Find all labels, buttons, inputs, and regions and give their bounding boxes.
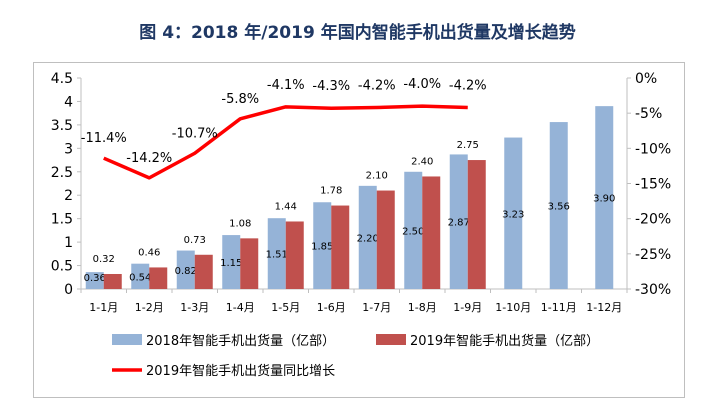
x-tick-label: 1-4月 (226, 301, 255, 314)
bar-2019 (149, 267, 168, 289)
right-tick-label: -30% (635, 282, 671, 298)
growth-label: -11.4% (81, 131, 127, 146)
bar-2018-label: 0.54 (129, 272, 151, 283)
left-tick-label: 2 (64, 188, 73, 204)
x-tick-label: 1-7月 (362, 301, 391, 314)
bar-2018-label: 2.87 (448, 218, 470, 229)
bar-2018-label: 2.50 (402, 226, 424, 237)
bar-2018-label: 3.23 (502, 209, 524, 220)
right-tick-label: -20% (635, 212, 671, 228)
bar-2019-label: 0.46 (138, 247, 160, 258)
growth-label: -5.8% (221, 92, 259, 107)
x-tick-label: 1-2月 (135, 301, 164, 314)
bar-2018 (549, 122, 568, 289)
left-tick-label: 1 (64, 235, 73, 251)
x-tick-label: 1-1月 (89, 301, 118, 314)
bar-2019 (103, 273, 122, 289)
bar-2019 (467, 160, 486, 289)
bar-2019 (194, 254, 213, 289)
bar-2018 (176, 250, 195, 289)
right-tick-label: -5% (635, 106, 662, 122)
bar-2019-label: 2.10 (366, 171, 388, 182)
growth-label: -4.1% (267, 78, 305, 93)
growth-label: -14.2% (126, 151, 172, 166)
left-tick-label: 2.5 (51, 165, 73, 181)
bar-2018 (131, 263, 150, 289)
x-tick-label: 1-8月 (408, 301, 437, 314)
legend-label-2018: 2018年智能手机出货量（亿部） (146, 333, 335, 349)
bar-2018 (595, 106, 614, 289)
bar-2019-label: 2.75 (457, 140, 479, 151)
bar-2019-label: 1.44 (275, 201, 297, 212)
growth-label: -4.3% (312, 79, 350, 94)
right-tick-label: -10% (635, 141, 671, 157)
bar-2019 (376, 190, 395, 289)
bar-2019-label: 1.78 (320, 186, 342, 197)
right-tick-label: -15% (635, 177, 671, 193)
chart-title: 图 4：2018 年/2019 年国内智能手机出货量及增长趋势 (139, 23, 576, 43)
left-tick-label: 3 (64, 141, 73, 157)
bar-2019-label: 1.08 (229, 218, 251, 229)
bar-2018-label: 1.85 (311, 242, 333, 253)
bar-2019 (331, 205, 350, 289)
x-tick-label: 1-3月 (180, 301, 209, 314)
left-tick-label: 4.5 (51, 71, 73, 87)
growth-label: -4.2% (449, 79, 487, 94)
left-tick-label: 1.5 (51, 212, 73, 228)
right-tick-label: -25% (635, 247, 671, 263)
x-tick-label: 1-6月 (317, 301, 346, 314)
x-tick-label: 1-5月 (271, 301, 300, 314)
bar-2019-label: 2.40 (411, 156, 433, 167)
bar-2018 (449, 154, 468, 289)
bar-2018-label: 0.36 (84, 273, 106, 284)
bar-2018 (404, 171, 423, 289)
x-tick-label: 1-12月 (586, 301, 622, 314)
x-tick-label: 1-10月 (495, 301, 531, 314)
growth-label: -4.2% (358, 79, 396, 94)
legend-swatch-2019 (376, 334, 406, 345)
bar-2018 (222, 235, 241, 289)
bar-2018-label: 0.82 (175, 266, 197, 277)
left-tick-label: 0.5 (51, 259, 73, 275)
x-tick-label: 1-9月 (453, 301, 482, 314)
bar-2018-label: 1.51 (266, 250, 288, 261)
bar-2018-label: 1.15 (220, 258, 242, 269)
right-tick-label: 0% (635, 71, 657, 87)
bar-2018 (504, 137, 523, 289)
legend-label-2019: 2019年智能手机出货量（亿部） (410, 333, 599, 349)
bar-2019-label: 0.73 (184, 235, 206, 246)
growth-label: -10.7% (172, 126, 218, 141)
bar-2018-label: 3.56 (548, 202, 570, 213)
bar-2019 (240, 238, 259, 289)
bar-2018 (313, 202, 332, 289)
growth-label: -4.0% (403, 77, 441, 92)
x-tick-label: 1-11月 (541, 301, 577, 314)
legend-swatch-2018 (112, 334, 142, 345)
left-tick-label: 4 (64, 94, 73, 110)
left-tick-label: 3.5 (51, 118, 73, 134)
bar-2018-label: 2.20 (357, 233, 379, 244)
chart-frame (33, 62, 685, 398)
bar-2018 (267, 218, 286, 289)
legend-label-growth: 2019年智能手机出货量同比增长 (146, 363, 335, 379)
bar-2019 (285, 221, 304, 289)
bar-2019-label: 0.32 (93, 254, 115, 265)
bar-2018 (358, 185, 377, 289)
bar-2018 (85, 272, 104, 289)
left-tick-label: 0 (64, 282, 73, 298)
growth-line (103, 104, 468, 180)
bar-2019 (422, 176, 441, 289)
bar-2018-label: 3.90 (593, 194, 615, 205)
